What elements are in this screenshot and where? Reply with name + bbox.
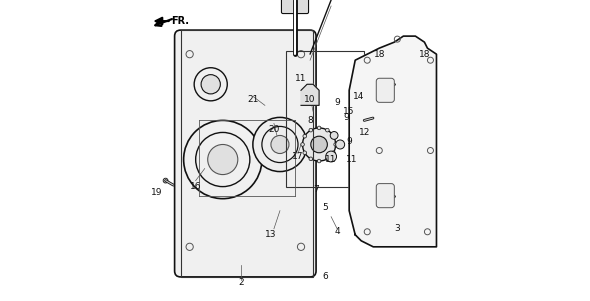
Polygon shape [349, 36, 437, 247]
Text: 12: 12 [359, 128, 370, 137]
Bar [181, 30, 313, 277]
Text: 3: 3 [395, 224, 400, 233]
Circle shape [326, 128, 329, 132]
Text: 8: 8 [307, 116, 313, 125]
Circle shape [309, 157, 313, 161]
Text: 17: 17 [292, 152, 304, 161]
Circle shape [362, 118, 366, 123]
Circle shape [303, 128, 336, 161]
Text: 9: 9 [346, 137, 352, 146]
Circle shape [163, 178, 168, 183]
Circle shape [208, 144, 238, 175]
FancyBboxPatch shape [281, 0, 309, 14]
Text: 4: 4 [335, 227, 340, 236]
Circle shape [317, 159, 321, 163]
Text: 18: 18 [373, 50, 385, 59]
Text: 19: 19 [151, 188, 162, 197]
Circle shape [326, 157, 329, 161]
Text: 14: 14 [352, 92, 364, 101]
FancyBboxPatch shape [376, 184, 394, 208]
Text: 15: 15 [343, 107, 355, 116]
Circle shape [383, 193, 388, 198]
Text: 18: 18 [419, 50, 430, 59]
Circle shape [311, 136, 327, 153]
Polygon shape [301, 84, 319, 105]
FancyBboxPatch shape [376, 78, 394, 102]
Circle shape [332, 151, 335, 155]
Text: 6: 6 [322, 272, 328, 281]
Text: 11: 11 [295, 74, 307, 83]
Circle shape [317, 126, 321, 130]
Circle shape [303, 134, 307, 138]
FancyBboxPatch shape [175, 30, 316, 277]
Text: 16: 16 [190, 182, 201, 191]
Bar [286, 51, 364, 187]
Circle shape [332, 134, 335, 138]
Circle shape [201, 75, 220, 94]
Text: 5: 5 [322, 203, 328, 212]
Text: 21: 21 [247, 95, 258, 104]
Circle shape [271, 135, 289, 154]
Text: 9: 9 [343, 113, 349, 122]
Text: 10: 10 [304, 95, 316, 104]
Text: 9: 9 [335, 98, 340, 107]
Circle shape [336, 140, 345, 149]
Text: 2: 2 [238, 278, 244, 287]
Circle shape [301, 143, 304, 146]
Text: 7: 7 [313, 185, 319, 194]
Circle shape [253, 117, 307, 172]
Circle shape [383, 82, 388, 87]
Circle shape [334, 143, 337, 146]
Text: FR.: FR. [172, 16, 189, 26]
Circle shape [330, 132, 338, 139]
Circle shape [309, 128, 313, 132]
Text: 20: 20 [268, 125, 280, 134]
Text: 13: 13 [265, 230, 277, 239]
Circle shape [303, 151, 307, 155]
Text: 11: 11 [325, 155, 337, 164]
Text: 11: 11 [346, 155, 358, 164]
Circle shape [326, 151, 336, 162]
